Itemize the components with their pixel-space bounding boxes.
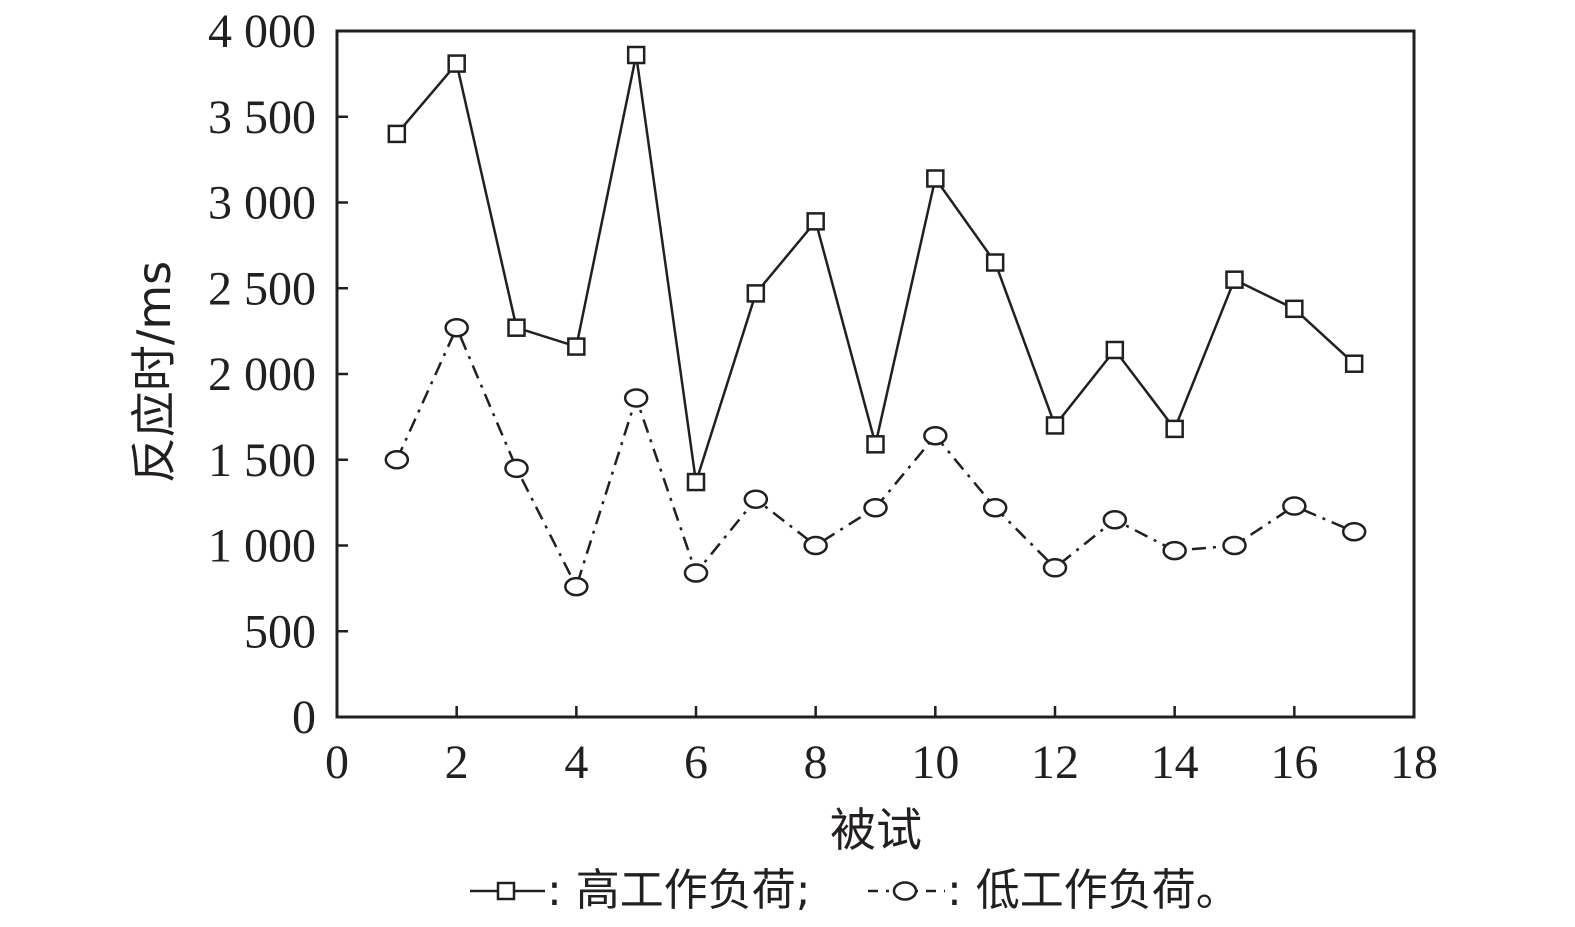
legend-symbol-low-workload [868,881,945,901]
y-tick-label: 1 500 [208,434,316,487]
y-tick-label: 2 000 [208,348,316,401]
series-group [384,45,1367,597]
data-point [985,253,1005,272]
data-point [683,563,709,583]
series-high-workload [387,45,1364,492]
legend: : 高工作负荷; : 低工作负荷。 [470,865,1240,916]
data-point [384,450,410,470]
legend-marker-circle [892,881,918,901]
x-tick-label: 18 [1390,736,1438,789]
y-tick-label: 1 000 [208,520,316,573]
y-tick-label: 2 500 [208,262,316,315]
data-point [504,458,529,479]
y-axis-ticks: 0 500 1 000 1 500 2 000 2 500 3 000 3 500 4 000 [208,5,348,744]
legend-marker-square [496,881,516,901]
y-tick-label: 4 000 [208,5,316,58]
data-point [1285,299,1304,319]
data-point [1341,522,1367,542]
x-tick-label: 0 [325,736,349,789]
legend-symbol-high-workload [470,881,545,901]
data-point [1165,419,1184,439]
data-point [1225,270,1244,289]
x-tick-label: 14 [1151,736,1199,789]
x-tick-label: 8 [804,736,828,789]
x-tick-label: 4 [564,736,588,789]
data-point [803,535,828,556]
legend-label-low-workload: : 低工作负荷。 [947,865,1240,916]
x-tick-label: 10 [911,736,959,789]
data-point [982,498,1008,518]
data-point [1042,558,1068,578]
data-point [863,498,888,518]
y-tick-label: 3 000 [208,177,316,230]
y-axis-title: 反应时/ms [127,261,181,483]
data-point [806,212,825,231]
x-tick-label: 6 [684,736,708,789]
x-tick-label: 2 [445,736,469,789]
data-point [1105,340,1125,360]
data-point [1102,510,1128,530]
data-point [1344,354,1364,373]
x-axis-ticks: 0 2 4 6 8 10 12 14 16 18 [325,706,1438,789]
data-point [567,337,586,356]
x-axis-title: 被试 [830,803,922,857]
series-line [395,324,1355,590]
data-point [447,54,466,73]
series-line [395,54,1356,483]
data-point [1282,496,1307,516]
y-tick-label: 3 500 [208,91,316,144]
y-tick-label: 500 [244,605,316,658]
data-point [387,124,407,144]
legend-label-high-workload: : 高工作负荷; [547,865,811,916]
data-point [686,472,706,492]
data-point [507,318,526,337]
data-point [1045,416,1065,435]
data-point [926,169,945,188]
data-point [1162,540,1187,561]
data-point [923,425,948,446]
data-point [626,45,646,65]
data-point [743,489,769,509]
data-point [746,284,766,303]
series-low-workload [384,317,1367,597]
data-point [1222,535,1247,556]
data-point [444,317,469,338]
plot-frame [335,29,1416,719]
x-tick-label: 12 [1031,736,1079,789]
x-tick-label: 16 [1270,736,1318,789]
y-tick-label: 0 [292,691,316,744]
plot-area-border [335,29,1416,719]
data-point [623,388,649,408]
data-point [866,435,885,454]
data-point [564,576,589,597]
